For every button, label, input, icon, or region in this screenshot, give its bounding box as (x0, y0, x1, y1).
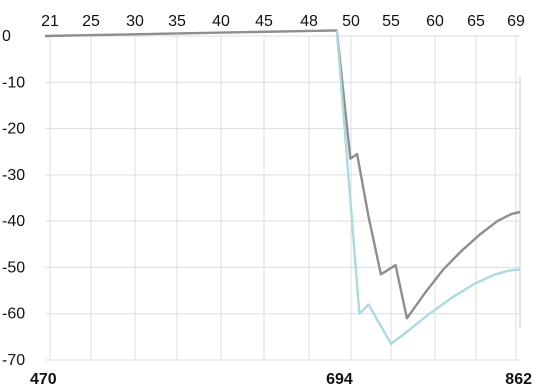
series-line-1 (44, 29, 521, 320)
top-tick-label: 60 (426, 13, 444, 30)
top-tick-label: 40 (212, 13, 230, 30)
top-tick-label: 30 (126, 13, 144, 30)
bottom-tick-label: 862 (505, 371, 532, 387)
y-tick-label: -30 (2, 167, 25, 184)
series-line-2 (335, 30, 521, 345)
top-tick-label: 65 (467, 13, 485, 30)
series-layer (44, 29, 521, 345)
bottom-tick-label: 470 (30, 371, 57, 387)
y-tick-label: -50 (2, 259, 25, 276)
top-tick-label: 35 (168, 13, 186, 30)
y-axis-ticks: 0 -10 -20 -30 -40 -50 -60 -70 (2, 28, 25, 369)
y-tick-label: -10 (2, 74, 25, 91)
grid-lines (45, 35, 521, 361)
bottom-axis-ticks: 470 694 862 (30, 371, 532, 387)
top-axis-ticks: 21 25 30 35 40 45 48 50 55 60 65 69 (41, 13, 525, 30)
y-tick-label: -40 (2, 213, 25, 230)
y-tick-label: -20 (2, 121, 25, 138)
top-tick-label: 69 (507, 13, 525, 30)
top-tick-label: 25 (82, 13, 100, 30)
top-tick-label: 21 (41, 13, 59, 30)
y-tick-label: -60 (2, 306, 25, 323)
top-tick-label: 55 (382, 13, 400, 30)
y-tick-label: 0 (2, 28, 11, 45)
top-tick-label: 48 (300, 13, 318, 30)
y-tick-label: -70 (2, 352, 25, 369)
top-tick-label: 50 (342, 13, 360, 30)
top-tick-label: 45 (255, 13, 273, 30)
bottom-tick-label: 694 (326, 371, 353, 387)
